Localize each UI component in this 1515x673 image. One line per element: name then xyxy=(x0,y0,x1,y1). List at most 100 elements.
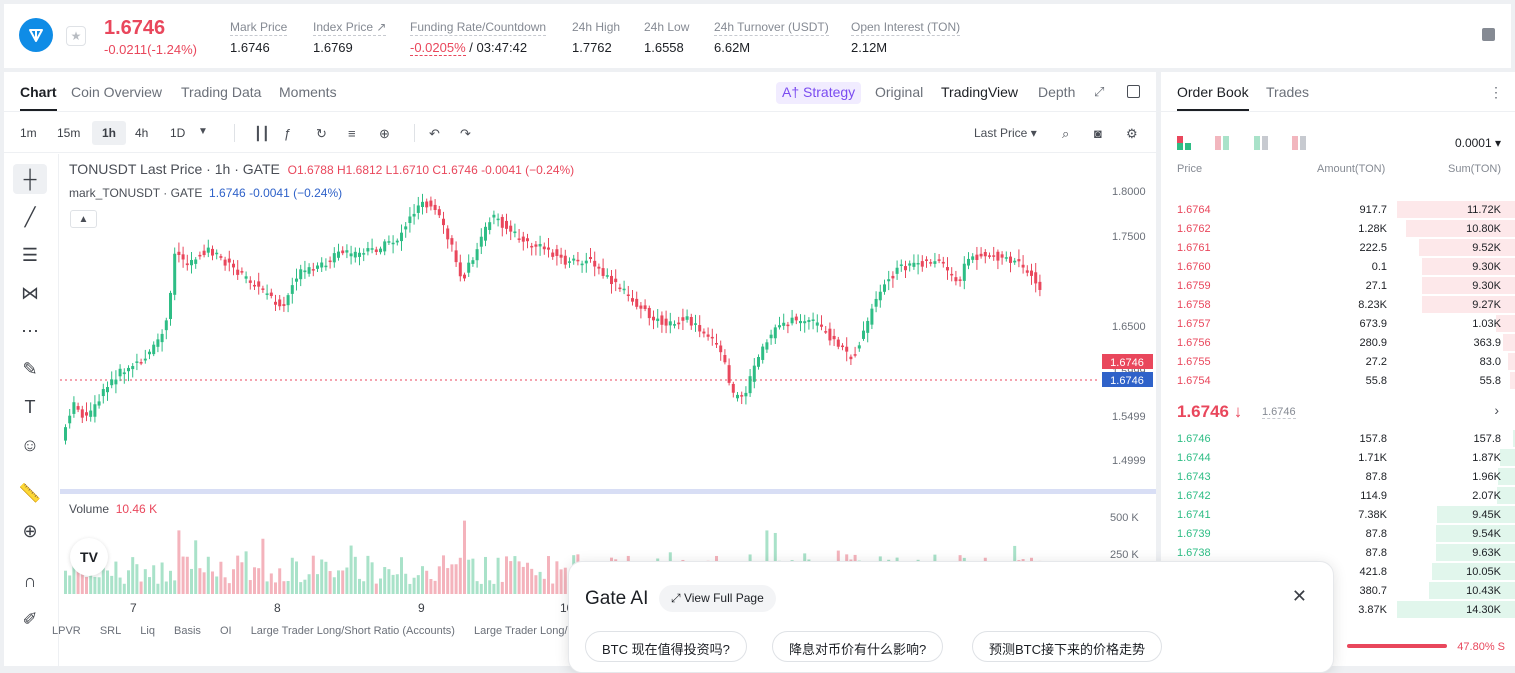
ruler-icon[interactable]: 📏 xyxy=(18,482,42,503)
fib-icon[interactable]: ⋯ xyxy=(21,320,39,341)
bid-row[interactable]: 1.6746 157.8 157.8 xyxy=(1161,429,1515,448)
camera-icon[interactable]: ◙ xyxy=(1094,126,1102,141)
volume-bar xyxy=(366,555,370,594)
lock-draw-icon[interactable]: ✐ xyxy=(22,608,38,629)
ask-row[interactable]: 1.6764 917.7 11.72K xyxy=(1161,200,1515,219)
tag-lpvr[interactable]: LPVR xyxy=(52,625,81,637)
emoji-icon[interactable]: ☺ xyxy=(20,434,40,455)
brush-icon[interactable]: ✎ xyxy=(22,358,38,379)
tag-liq[interactable]: Liq xyxy=(140,625,155,637)
volume-bar xyxy=(496,557,500,594)
expand-icon[interactable]: ⤢ xyxy=(1094,84,1105,99)
price-axis-label: 1.6500 xyxy=(1112,321,1146,333)
volume-bar xyxy=(467,559,471,594)
view-split-icon[interactable] xyxy=(1215,136,1231,150)
tag-oi[interactable]: OI xyxy=(220,625,232,637)
ask-row[interactable]: 1.6756 280.9 363.9 xyxy=(1161,333,1515,352)
gear-icon[interactable]: ⚙ xyxy=(1126,126,1138,141)
timeframe-1h[interactable]: 1h xyxy=(92,121,127,145)
tab-chart[interactable]: Chart xyxy=(20,84,57,111)
ask-row[interactable]: 1.6762 1.28K 10.80K xyxy=(1161,219,1515,238)
timeframe-1d[interactable]: 1D xyxy=(170,126,186,140)
view-tradingview[interactable]: TradingView xyxy=(941,84,1019,100)
tag-large-trader-accounts[interactable]: Large Trader Long/Short Ratio (Accounts) xyxy=(250,625,455,637)
more-icon[interactable]: ⋮ xyxy=(1489,84,1503,100)
tab-trading-data[interactable]: Trading Data xyxy=(181,84,262,100)
bid-row[interactable]: 1.6738 87.8 9.63K xyxy=(1161,543,1515,562)
horizontal-lines-icon[interactable]: ☰ xyxy=(21,244,39,265)
refresh-icon[interactable]: ↻ xyxy=(316,126,327,141)
search-icon[interactable]: ⌕ xyxy=(1062,126,1070,141)
tab-moments[interactable]: Moments xyxy=(279,84,337,100)
view-full-page-button[interactable]: ⤢ View Full Page xyxy=(659,585,776,612)
candle-type-icon[interactable]: ┃┃ xyxy=(254,126,270,141)
chevron-right-icon[interactable]: › xyxy=(1494,402,1499,418)
bid-row[interactable]: 1.6739 87.8 9.54K xyxy=(1161,524,1515,543)
candle-body xyxy=(832,335,836,340)
bid-row[interactable]: 1.6742 114.9 2.07K xyxy=(1161,486,1515,505)
favorite-star-icon[interactable]: ★ xyxy=(66,26,86,46)
tag-large-trader-positions[interactable]: Large Trader Long/S xyxy=(473,625,575,637)
bid-row[interactable]: 3.87K 14.30K xyxy=(1161,600,1515,619)
undo-icon[interactable]: ↶ xyxy=(429,126,440,141)
timeframe-1m[interactable]: 1m xyxy=(20,126,37,140)
timeframe-4h[interactable]: 4h xyxy=(135,126,149,140)
precision-select[interactable]: 0.0001 ▾ xyxy=(1454,136,1501,150)
ai-suggestion-chip[interactable]: 预测BTC接下来的价格走势 xyxy=(972,631,1163,662)
candle-body xyxy=(866,320,870,333)
settings-list-icon[interactable]: ≡ xyxy=(348,126,356,141)
pattern-icon[interactable]: ⋈ xyxy=(21,282,39,303)
ask-row[interactable]: 1.6760 0.1 9.30K xyxy=(1161,257,1515,276)
close-icon[interactable]: ✕ xyxy=(1291,586,1307,606)
view-asks-icon[interactable] xyxy=(1292,136,1308,150)
ask-row[interactable]: 1.6761 222.5 9.52K xyxy=(1161,238,1515,257)
redo-icon[interactable]: ↷ xyxy=(460,126,471,141)
order-sum: 9.45K xyxy=(1472,509,1501,521)
candle-body xyxy=(925,259,928,261)
candle-body xyxy=(874,298,878,307)
timeframe-dropdown-icon[interactable]: ▼ xyxy=(198,126,208,137)
trendline-icon[interactable]: ╱ xyxy=(24,206,36,227)
window-icon[interactable] xyxy=(1127,85,1140,98)
tag-basis[interactable]: Basis xyxy=(174,625,201,637)
candle-body xyxy=(1000,254,1004,258)
tag-srl[interactable]: SRL xyxy=(99,625,122,637)
ask-row[interactable]: 1.6757 673.9 1.03K xyxy=(1161,314,1515,333)
text-tool-icon[interactable]: T xyxy=(24,396,36,417)
bid-row[interactable]: 421.8 10.05K xyxy=(1161,562,1515,581)
bid-row[interactable]: 380.7 10.43K xyxy=(1161,581,1515,600)
view-bids-icon[interactable] xyxy=(1253,136,1270,150)
add-indicator-icon[interactable]: ⊕ xyxy=(379,126,390,141)
candle-body xyxy=(521,236,525,242)
indicators-icon[interactable]: ƒ xyxy=(284,126,292,141)
ask-row[interactable]: 1.6758 8.23K 9.27K xyxy=(1161,295,1515,314)
tab-trades[interactable]: Trades xyxy=(1266,84,1310,100)
ask-row[interactable]: 1.6759 27.1 9.30K xyxy=(1161,276,1515,295)
ai-suggestion-chip[interactable]: BTC 现在值得投资吗? xyxy=(585,631,747,662)
magnet-icon[interactable]: ∩ xyxy=(23,570,37,591)
candle-body xyxy=(929,262,933,264)
volume-bar xyxy=(160,562,164,594)
candle-body xyxy=(1017,259,1021,262)
collapse-legend-button[interactable]: ▲ xyxy=(70,210,97,228)
tab-coin-overview[interactable]: Coin Overview xyxy=(71,84,163,100)
view-both-icon[interactable] xyxy=(1177,136,1193,150)
candle-body xyxy=(962,263,966,281)
bid-row[interactable]: 1.6741 7.38K 9.45K xyxy=(1161,505,1515,524)
candle-body xyxy=(244,276,248,279)
price-source-select[interactable]: Last Price ▾ xyxy=(974,126,1037,140)
ai-suggestion-chip[interactable]: 降息对币价有什么影响? xyxy=(772,631,944,662)
view-original[interactable]: Original xyxy=(875,84,924,100)
strategy-button[interactable]: A† Strategy xyxy=(776,82,862,104)
bid-row[interactable]: 1.6743 87.8 1.96K xyxy=(1161,467,1515,486)
stat-index-price[interactable]: Index Price ↗ 1.6769 xyxy=(313,20,387,55)
tab-order-book[interactable]: Order Book xyxy=(1177,84,1249,111)
crosshair-icon[interactable]: ┼ xyxy=(13,164,47,194)
timeframe-15m[interactable]: 15m xyxy=(57,126,81,140)
ask-row[interactable]: 1.6755 27.2 83.0 xyxy=(1161,352,1515,371)
ask-row[interactable]: 1.6754 55.8 55.8 xyxy=(1161,371,1515,390)
zoom-in-icon[interactable]: ⊕ xyxy=(22,520,38,541)
view-depth[interactable]: Depth xyxy=(1038,84,1076,100)
book-icon[interactable] xyxy=(1482,28,1495,41)
bid-row[interactable]: 1.6744 1.71K 1.87K xyxy=(1161,448,1515,467)
